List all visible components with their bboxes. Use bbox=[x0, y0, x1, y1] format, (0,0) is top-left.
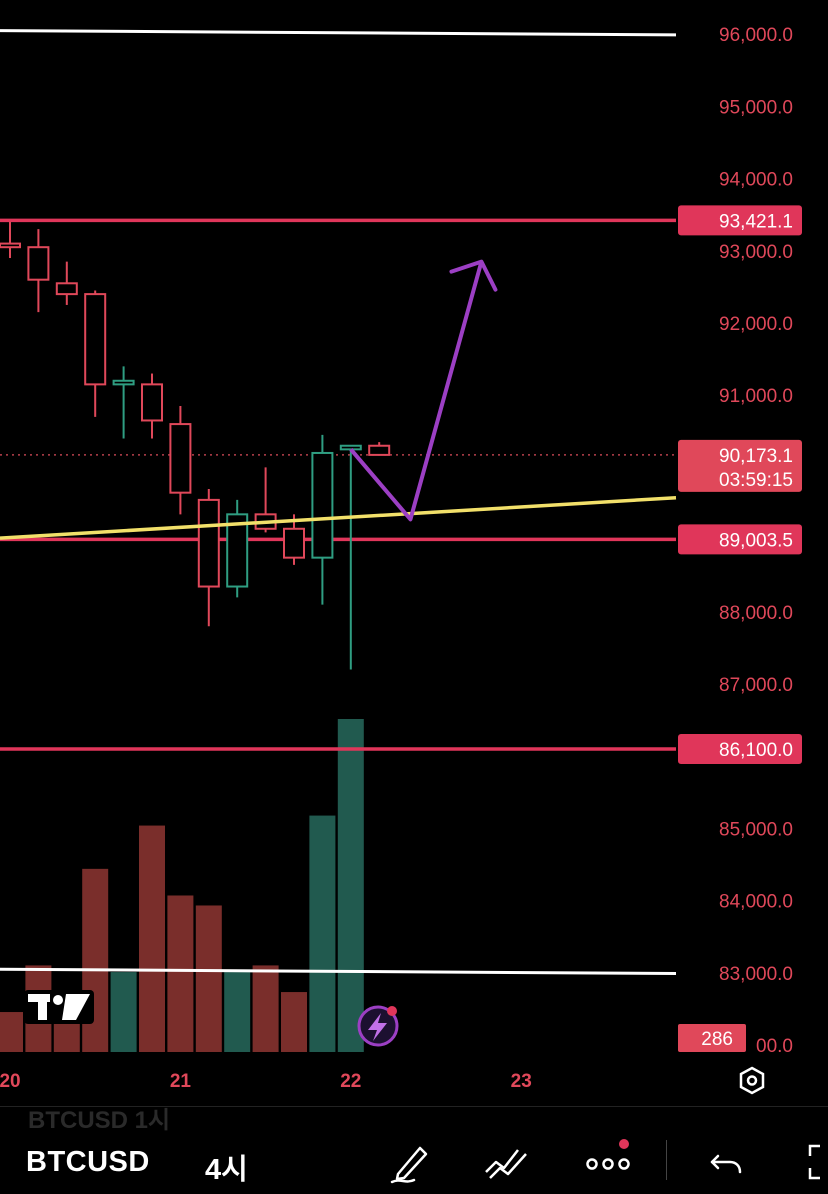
volume-bar bbox=[337, 719, 364, 1052]
price-level-tag bbox=[678, 205, 802, 236]
candle-body bbox=[368, 444, 391, 456]
y-tick-label: 92,000.0 bbox=[719, 314, 793, 335]
y-tick-label: 84,000.0 bbox=[719, 892, 793, 913]
candle-body bbox=[283, 527, 305, 559]
volume-badge-label: 286 bbox=[701, 1029, 733, 1050]
y-tick-label: 85,000.0 bbox=[719, 819, 793, 840]
price-level-label: 86,100.0 bbox=[719, 740, 793, 761]
volume-bar bbox=[139, 825, 165, 1052]
y-tick-label: 83,000.0 bbox=[719, 964, 793, 985]
price-axis: 96,000.0 95,000.0 94,000.0 93,000.0 92,000.0… bbox=[678, 25, 802, 1057]
candle-body bbox=[339, 444, 362, 451]
y-tick-label: 88,000.0 bbox=[719, 603, 793, 624]
x-tick-label: 20 bbox=[0, 1071, 21, 1092]
yellow-trend-line bbox=[0, 495, 677, 540]
chart-widgets bbox=[24, 990, 765, 1095]
current-price-tag bbox=[678, 439, 802, 492]
more-icon[interactable] bbox=[584, 1138, 632, 1186]
interval-button[interactable]: 4시 bbox=[205, 1154, 248, 1186]
y-tick-label: 00.0 bbox=[756, 1036, 793, 1057]
volume-bar bbox=[82, 868, 109, 1052]
x-tick-label: 21 bbox=[170, 1071, 192, 1092]
x-tick-label: 22 bbox=[340, 1071, 361, 1092]
candle-body bbox=[112, 379, 135, 386]
volume-bar bbox=[224, 972, 251, 1052]
white-trend-line bbox=[0, 29, 677, 37]
price-level-tag bbox=[678, 733, 802, 764]
countdown-label: 03:59:15 bbox=[719, 470, 793, 491]
volume-bar bbox=[110, 972, 137, 1052]
volume-bars bbox=[0, 719, 364, 1052]
y-tick-label: 91,000.0 bbox=[719, 386, 793, 407]
candle-body bbox=[197, 498, 220, 588]
candle-body bbox=[55, 282, 78, 296]
candle-body bbox=[169, 423, 192, 494]
time-axis: 20 21 22 23 bbox=[0, 1071, 532, 1092]
fullscreen-icon[interactable] bbox=[800, 1138, 828, 1186]
volume-bar bbox=[0, 1012, 23, 1052]
y-tick-label: 96,000.0 bbox=[719, 25, 793, 46]
price-chart[interactable]: 96,000.0 95,000.0 94,000.0 93,000.0 92,000.0… bbox=[0, 0, 828, 1106]
overlays bbox=[0, 259, 677, 540]
projection-arrowhead bbox=[449, 259, 498, 292]
toolbar-divider bbox=[666, 1140, 667, 1180]
horizontal-levels bbox=[0, 29, 677, 976]
price-level-label: 93,421.1 bbox=[719, 211, 793, 232]
candle-body bbox=[27, 246, 50, 281]
volume-badge bbox=[678, 1024, 746, 1052]
price-level-label: 89,003.5 bbox=[719, 530, 793, 551]
settings-icon[interactable] bbox=[739, 1066, 765, 1095]
volume-bar bbox=[195, 905, 222, 1052]
y-tick-label: 95,000.0 bbox=[719, 97, 793, 118]
pencil-icon[interactable] bbox=[386, 1138, 434, 1186]
volume-bar bbox=[167, 895, 194, 1052]
candle-body bbox=[141, 383, 163, 422]
y-tick-label: 94,000.0 bbox=[719, 170, 793, 191]
tradingview-logo bbox=[24, 990, 94, 1024]
lightning-button[interactable] bbox=[357, 1005, 399, 1047]
y-tick-label: 87,000.0 bbox=[719, 675, 793, 696]
projection-path bbox=[349, 261, 484, 522]
previous-symbol-ghost: BTCUSD 1시 bbox=[28, 1107, 171, 1134]
y-tick-label: 93,000.0 bbox=[719, 242, 793, 263]
x-tick-label: 23 bbox=[511, 1071, 532, 1092]
undo-icon[interactable] bbox=[704, 1138, 752, 1186]
volume-bar bbox=[252, 965, 279, 1052]
candle-body bbox=[311, 451, 334, 559]
candle-body bbox=[0, 242, 21, 249]
trend-tools-icon[interactable] bbox=[482, 1138, 530, 1186]
symbol-button[interactable]: BTCUSD bbox=[26, 1146, 150, 1178]
price-level-tag bbox=[678, 524, 802, 555]
candle-body bbox=[226, 513, 249, 588]
candle-body bbox=[84, 293, 107, 386]
volume-bar bbox=[281, 992, 307, 1052]
volume-bar bbox=[309, 815, 336, 1052]
white-trend-line bbox=[0, 967, 677, 976]
candles bbox=[0, 221, 391, 670]
current-price-label: 90,173.1 bbox=[719, 446, 793, 467]
